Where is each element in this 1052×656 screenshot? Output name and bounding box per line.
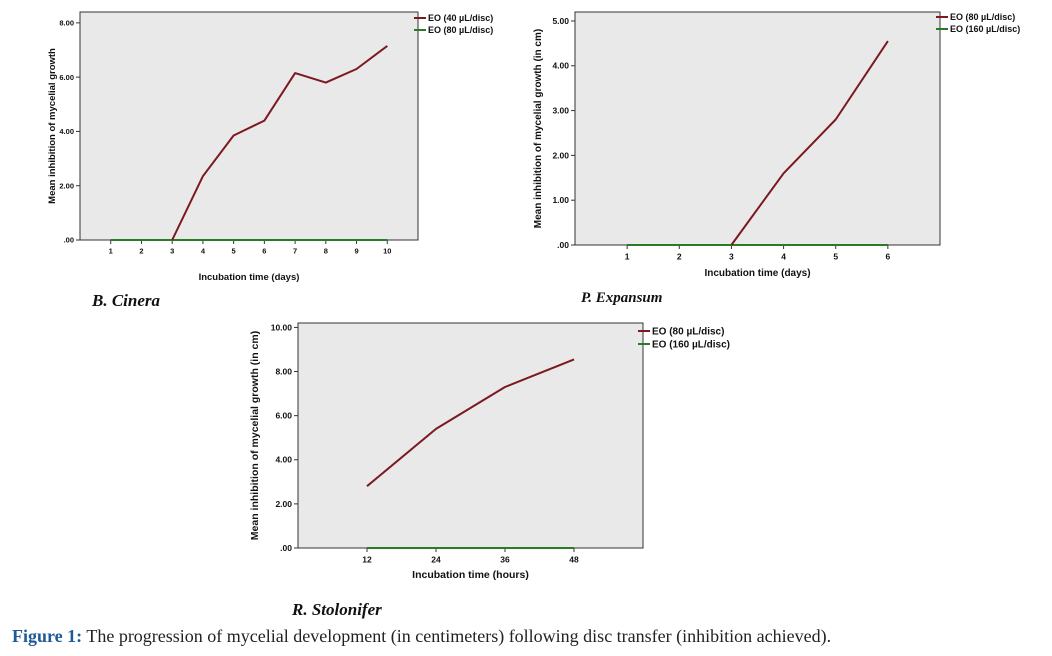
series-line	[171, 45, 388, 241]
y-tick-label: 3.00	[552, 106, 569, 116]
x-tick-label: 5	[833, 252, 838, 262]
y-tick-label: 2.00	[552, 150, 569, 160]
legend-label: EO (80 µL/disc)	[428, 25, 493, 35]
legend-label: EO (160 µL/disc)	[950, 24, 1020, 34]
series-line	[366, 358, 575, 487]
figure-caption-lead: Figure 1:	[12, 626, 83, 646]
x-tick-label: 2	[677, 252, 682, 262]
y-tick-label: 6.00	[59, 73, 74, 82]
x-tick-label: 12	[362, 555, 372, 565]
caption-p-expansum: P. Expansum	[581, 290, 663, 306]
x-tick-label: 1	[625, 252, 630, 262]
x-tick-label: 2	[139, 247, 143, 256]
series-line	[730, 40, 889, 246]
y-tick-label: 6.00	[275, 411, 292, 421]
chart-p-expansum: .00 1.00 2.00 3.00 4.00 5.00 1 2 3 4 5 6 Incubation …	[533, 11, 1020, 279]
x-tick-label: 6	[885, 252, 890, 262]
figure-caption-text: The progression of mycelial development …	[82, 626, 832, 646]
y-tick-label: 8.00	[59, 18, 74, 27]
x-tick-label: 36	[500, 555, 510, 565]
legend-label: EO (160 µL/disc)	[652, 340, 730, 351]
chart-r-stolonifer: .00 2.00 4.00 6.00 8.00 10.00 12 24 36 48 Incubati…	[249, 322, 730, 581]
x-tick-label: 3	[729, 252, 734, 262]
y-tick-label: 8.00	[275, 367, 292, 377]
y-tick-label: 2.00	[275, 499, 292, 509]
figure-caption: Figure 1: The progression of mycelial de…	[12, 626, 831, 647]
chart-b-cinera: .00 2.00 4.00 6.00 8.00 1 2 3 4 5 6 7 8 9 10 Incubation…	[47, 11, 493, 283]
y-tick-label: .00	[557, 240, 569, 250]
x-tick-label: 10	[383, 247, 391, 256]
y-tick-label: 10.00	[271, 322, 293, 332]
legend-label: EO (40 µL/disc)	[428, 13, 493, 23]
plot-area	[574, 11, 941, 246]
caption-r-stolonifer: R. Stolonifer	[292, 600, 382, 619]
y-axis-label: Mean inhibition of mycelial growth (in c…	[249, 331, 261, 540]
x-tick-label: 5	[232, 247, 236, 256]
x-tick-label: 48	[569, 555, 579, 565]
y-axis-label: Mean inhibition of mycelial growth (in c…	[533, 29, 544, 228]
chart-panel-b-cinera: .00 2.00 4.00 6.00 8.00 1 2 3 4 5 6 7 8 9 10 Incubation…	[0, 0, 520, 290]
y-tick-label: 4.00	[59, 127, 74, 136]
x-tick-label: 1	[109, 247, 113, 256]
x-axis-label: Incubation time (days)	[199, 272, 300, 283]
y-axis-label: Mean inhibition of mycelial growth	[47, 48, 58, 204]
legend-label: EO (80 µL/disc)	[950, 12, 1015, 22]
chart-panel-r-stolonifer: .00 2.00 4.00 6.00 8.00 10.00 12 24 36 48 Incubati…	[249, 322, 730, 581]
y-tick-label: 4.00	[275, 455, 292, 465]
plot-area	[297, 322, 644, 549]
y-tick-label: 5.00	[552, 16, 569, 26]
x-tick-label: 3	[170, 247, 174, 256]
legend-label: EO (80 µL/disc)	[652, 327, 724, 338]
x-tick-label: 4	[781, 252, 786, 262]
x-axis-label: Incubation time (days)	[704, 268, 810, 279]
y-tick-label: .00	[280, 543, 292, 553]
x-tick-label: 8	[324, 247, 328, 256]
x-tick-label: 4	[201, 247, 206, 256]
y-tick-label: 1.00	[552, 195, 569, 205]
y-tick-label: 4.00	[552, 61, 569, 71]
x-tick-label: 6	[262, 247, 266, 256]
chart-panel-p-expansum: .00 1.00 2.00 3.00 4.00 5.00 1 2 3 4 5 6 Incubation …	[0, 0, 1052, 290]
caption-b-cinera: B. Cinera	[92, 291, 161, 310]
y-tick-label: 2.00	[59, 181, 74, 190]
x-tick-label: 9	[354, 247, 358, 256]
x-axis-label: Incubation time (hours)	[412, 569, 529, 581]
y-tick-label: .00	[64, 236, 74, 245]
x-tick-label: 24	[431, 555, 441, 565]
x-tick-label: 7	[293, 247, 297, 256]
plot-area	[79, 11, 419, 241]
